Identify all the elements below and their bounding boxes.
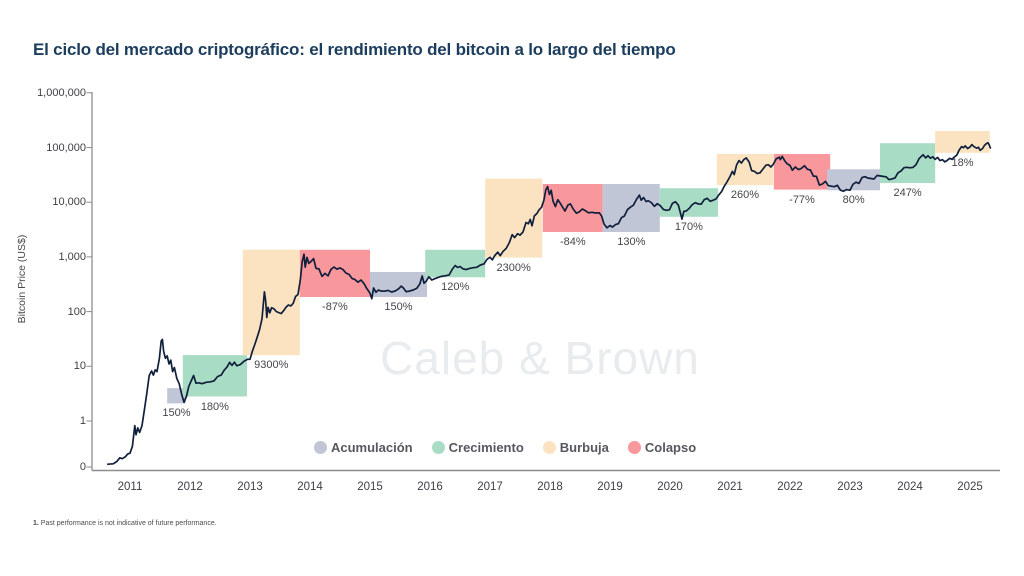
x-tick-label: 2013 <box>237 481 263 493</box>
phase-label: 80% <box>842 194 865 207</box>
phase-label: 9300% <box>254 359 289 372</box>
legend-item-crecimiento: Crecimiento <box>431 440 524 455</box>
y-tick-label: 1,000,000 <box>37 86 86 99</box>
price-line <box>106 141 992 466</box>
x-tick-label: 2023 <box>837 481 863 493</box>
legend-swatch-crecimiento <box>431 441 445 454</box>
footnote: 1. Past performance is not indicative of… <box>33 520 217 527</box>
phase-label: -87% <box>322 300 348 313</box>
x-tick-label: 2020 <box>657 481 683 493</box>
phase-box-crecimiento <box>880 143 936 183</box>
phase-label: -84% <box>559 236 586 249</box>
phase-label: 18% <box>951 156 974 169</box>
phase-label: 150% <box>162 407 191 420</box>
phase-box-crecimiento <box>182 355 247 397</box>
phase-legend: Acumulación Crecimiento Burbuja Colapso <box>314 440 696 455</box>
phase-label: 180% <box>200 400 229 413</box>
legend-label-acumulacion: Acumulación <box>331 440 413 455</box>
phase-box-burbuja <box>485 178 543 258</box>
legend-label-colapso: Colapso <box>644 440 697 455</box>
phase-box-acumulacion <box>370 272 427 297</box>
y-tick-label: 1 <box>79 415 86 427</box>
caleb-brown-watermark: Caleb & Brown <box>380 332 700 384</box>
phase-box-acumulacion <box>602 184 660 232</box>
phase-box-crecimiento <box>659 188 718 217</box>
phase-box-burbuja <box>242 249 300 356</box>
x-tick-label: 2024 <box>897 481 923 493</box>
y-tick-label: 100 <box>67 305 86 318</box>
y-tick-label: 0 <box>79 461 86 473</box>
y-tick-label: 10,000 <box>52 196 86 209</box>
y-tick-label: 100,000 <box>46 141 86 154</box>
footnote-number: 1. <box>33 520 39 527</box>
phase-label: 260% <box>730 189 760 202</box>
phase-label: 2300% <box>496 261 531 274</box>
legend-swatch-burbuja <box>542 441 556 454</box>
x-tick-label: 2011 <box>117 481 143 493</box>
legend-label-crecimiento: Crecimiento <box>448 440 524 455</box>
phase-box-crecimiento <box>425 249 486 278</box>
legend-swatch-acumulacion <box>314 441 327 454</box>
legend-swatch-colapso <box>627 441 641 454</box>
phase-label: 150% <box>384 300 413 313</box>
legend-label-burbuja: Burbuja <box>559 440 609 455</box>
phase-label: 247% <box>893 186 922 199</box>
x-tick-label: 2017 <box>477 481 503 493</box>
x-tick-label: 2018 <box>537 481 563 493</box>
legend-item-colapso: Colapso <box>627 440 697 455</box>
x-tick-label: 2019 <box>597 481 623 493</box>
page-title: El ciclo del mercado criptográfico: el r… <box>33 40 676 59</box>
phase-label: 170% <box>674 220 703 233</box>
x-tick-label: 2016 <box>417 481 443 493</box>
phase-box-acumulacion <box>827 169 880 191</box>
x-tick-label: 2012 <box>177 481 203 493</box>
phase-label: -77% <box>789 193 815 206</box>
y-tick-label: 1,000 <box>58 250 86 263</box>
legend-item-burbuja: Burbuja <box>542 440 609 455</box>
footnote-text: Past performance is not indicative of fu… <box>38 520 217 527</box>
x-tick-label: 2021 <box>717 481 743 493</box>
legend-item-acumulacion: Acumulación <box>314 440 413 455</box>
x-tick-label: 2025 <box>957 481 983 493</box>
y-tick-label: 10 <box>73 360 86 373</box>
x-tick-label: 2022 <box>777 481 803 493</box>
phase-box-colapso <box>773 154 831 190</box>
phase-box-colapso <box>299 249 370 297</box>
x-tick-label: 2015 <box>357 481 383 493</box>
x-tick-label: 2014 <box>297 481 323 493</box>
phase-label: 130% <box>617 236 646 249</box>
phase-label: 120% <box>441 281 470 294</box>
